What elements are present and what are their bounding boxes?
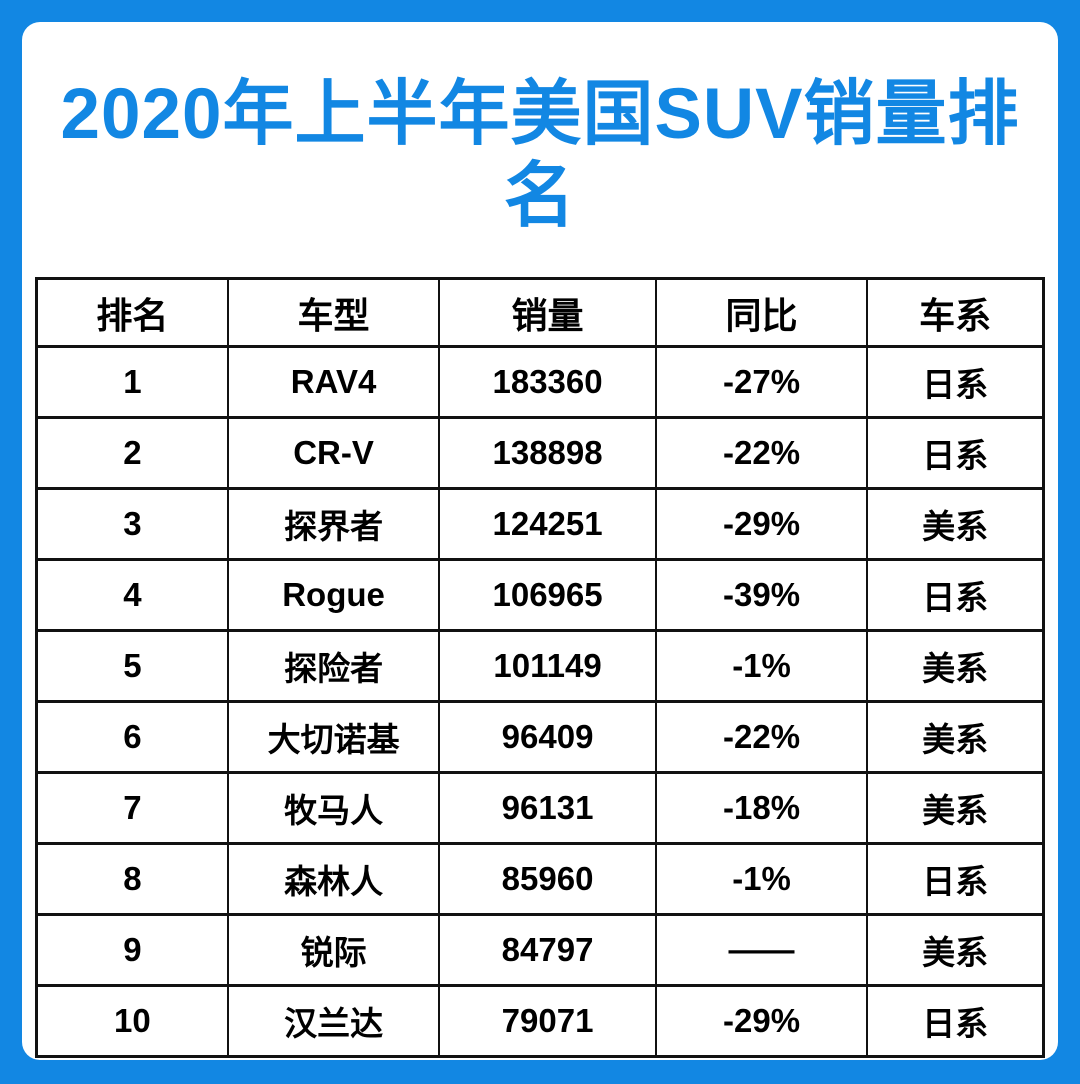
infographic-card: 2020年上半年美国SUV销量排名 排名 车型 销量 同比 车系 1 RAV4 183360… <box>22 22 1058 1060</box>
origin-series-cell: 日系 <box>866 984 1045 1059</box>
page-title: 2020年上半年美国SUV销量排名 <box>60 75 1020 236</box>
origin-series-cell: 日系 <box>866 558 1045 633</box>
sales-cell: 101149 <box>438 629 657 704</box>
yoy-change-cell: -39% <box>654 558 869 633</box>
table-row: 6 大切诺基 96409 -22% 美系 <box>35 700 1045 775</box>
yoy-change-cell: -27% <box>654 345 869 420</box>
model-cell: 探界者 <box>226 487 441 562</box>
rank-cell: 4 <box>35 558 229 633</box>
table-row: 5 探险者 101149 -1% 美系 <box>35 629 1045 704</box>
model-cell: CR-V <box>226 416 441 491</box>
yoy-change-cell: -22% <box>654 700 869 775</box>
sales-cell: 85960 <box>438 842 657 917</box>
model-cell: 森林人 <box>226 842 441 917</box>
origin-series-cell: 日系 <box>866 345 1045 420</box>
origin-series-cell: 美系 <box>866 913 1045 988</box>
column-header-sales: 销量 <box>438 277 657 349</box>
sales-cell: 138898 <box>438 416 657 491</box>
sales-cell: 79071 <box>438 984 657 1059</box>
sales-cell: 96409 <box>438 700 657 775</box>
column-header-origin-series: 车系 <box>866 277 1045 349</box>
yoy-change-cell: -29% <box>654 984 869 1059</box>
sales-cell: 124251 <box>438 487 657 562</box>
model-cell: RAV4 <box>226 345 441 420</box>
model-cell: Rogue <box>226 558 441 633</box>
origin-series-cell: 日系 <box>866 416 1045 491</box>
table-row: 8 森林人 85960 -1% 日系 <box>35 842 1045 917</box>
rank-cell: 6 <box>35 700 229 775</box>
sales-cell: 183360 <box>438 345 657 420</box>
yoy-change-cell: -1% <box>654 629 869 704</box>
table-body: 1 RAV4 183360 -27% 日系 2 CR-V 138898 -22% 日系 3 探界者 12… <box>35 345 1045 1059</box>
column-header-model: 车型 <box>226 277 441 349</box>
suv-sales-ranking-table: 排名 车型 销量 同比 车系 1 RAV4 183360 -27% 日系 2 CR-V 138898-… <box>35 277 1045 1059</box>
table-row: 1 RAV4 183360 -27% 日系 <box>35 345 1045 420</box>
rank-cell: 8 <box>35 842 229 917</box>
sales-cell: 106965 <box>438 558 657 633</box>
table-row: 3 探界者 124251 -29% 美系 <box>35 487 1045 562</box>
yoy-change-cell: -18% <box>654 771 869 846</box>
yoy-change-cell: —— <box>654 913 869 988</box>
origin-series-cell: 美系 <box>866 771 1045 846</box>
model-cell: 大切诺基 <box>226 700 441 775</box>
table-row: 4 Rogue 106965 -39% 日系 <box>35 558 1045 633</box>
origin-series-cell: 美系 <box>866 629 1045 704</box>
model-cell: 探险者 <box>226 629 441 704</box>
model-cell: 牧马人 <box>226 771 441 846</box>
rank-cell: 10 <box>35 984 229 1059</box>
origin-series-cell: 日系 <box>866 842 1045 917</box>
model-cell: 汉兰达 <box>226 984 441 1059</box>
sales-cell: 84797 <box>438 913 657 988</box>
rank-cell: 3 <box>35 487 229 562</box>
rank-cell: 1 <box>35 345 229 420</box>
table-row: 2 CR-V 138898 -22% 日系 <box>35 416 1045 491</box>
rank-cell: 5 <box>35 629 229 704</box>
yoy-change-cell: -29% <box>654 487 869 562</box>
column-header-rank: 排名 <box>35 277 229 349</box>
column-header-yoy-change: 同比 <box>654 277 869 349</box>
table-row: 7 牧马人 96131 -18% 美系 <box>35 771 1045 846</box>
table-row: 9 锐际 84797 —— 美系 <box>35 913 1045 988</box>
rank-cell: 9 <box>35 913 229 988</box>
table-row: 10 汉兰达 79071 -29% 日系 <box>35 984 1045 1059</box>
yoy-change-cell: -22% <box>654 416 869 491</box>
origin-series-cell: 美系 <box>866 487 1045 562</box>
table-header-row: 排名 车型 销量 同比 车系 <box>35 277 1045 349</box>
sales-cell: 96131 <box>438 771 657 846</box>
model-cell: 锐际 <box>226 913 441 988</box>
yoy-change-cell: -1% <box>654 842 869 917</box>
rank-cell: 2 <box>35 416 229 491</box>
rank-cell: 7 <box>35 771 229 846</box>
origin-series-cell: 美系 <box>866 700 1045 775</box>
